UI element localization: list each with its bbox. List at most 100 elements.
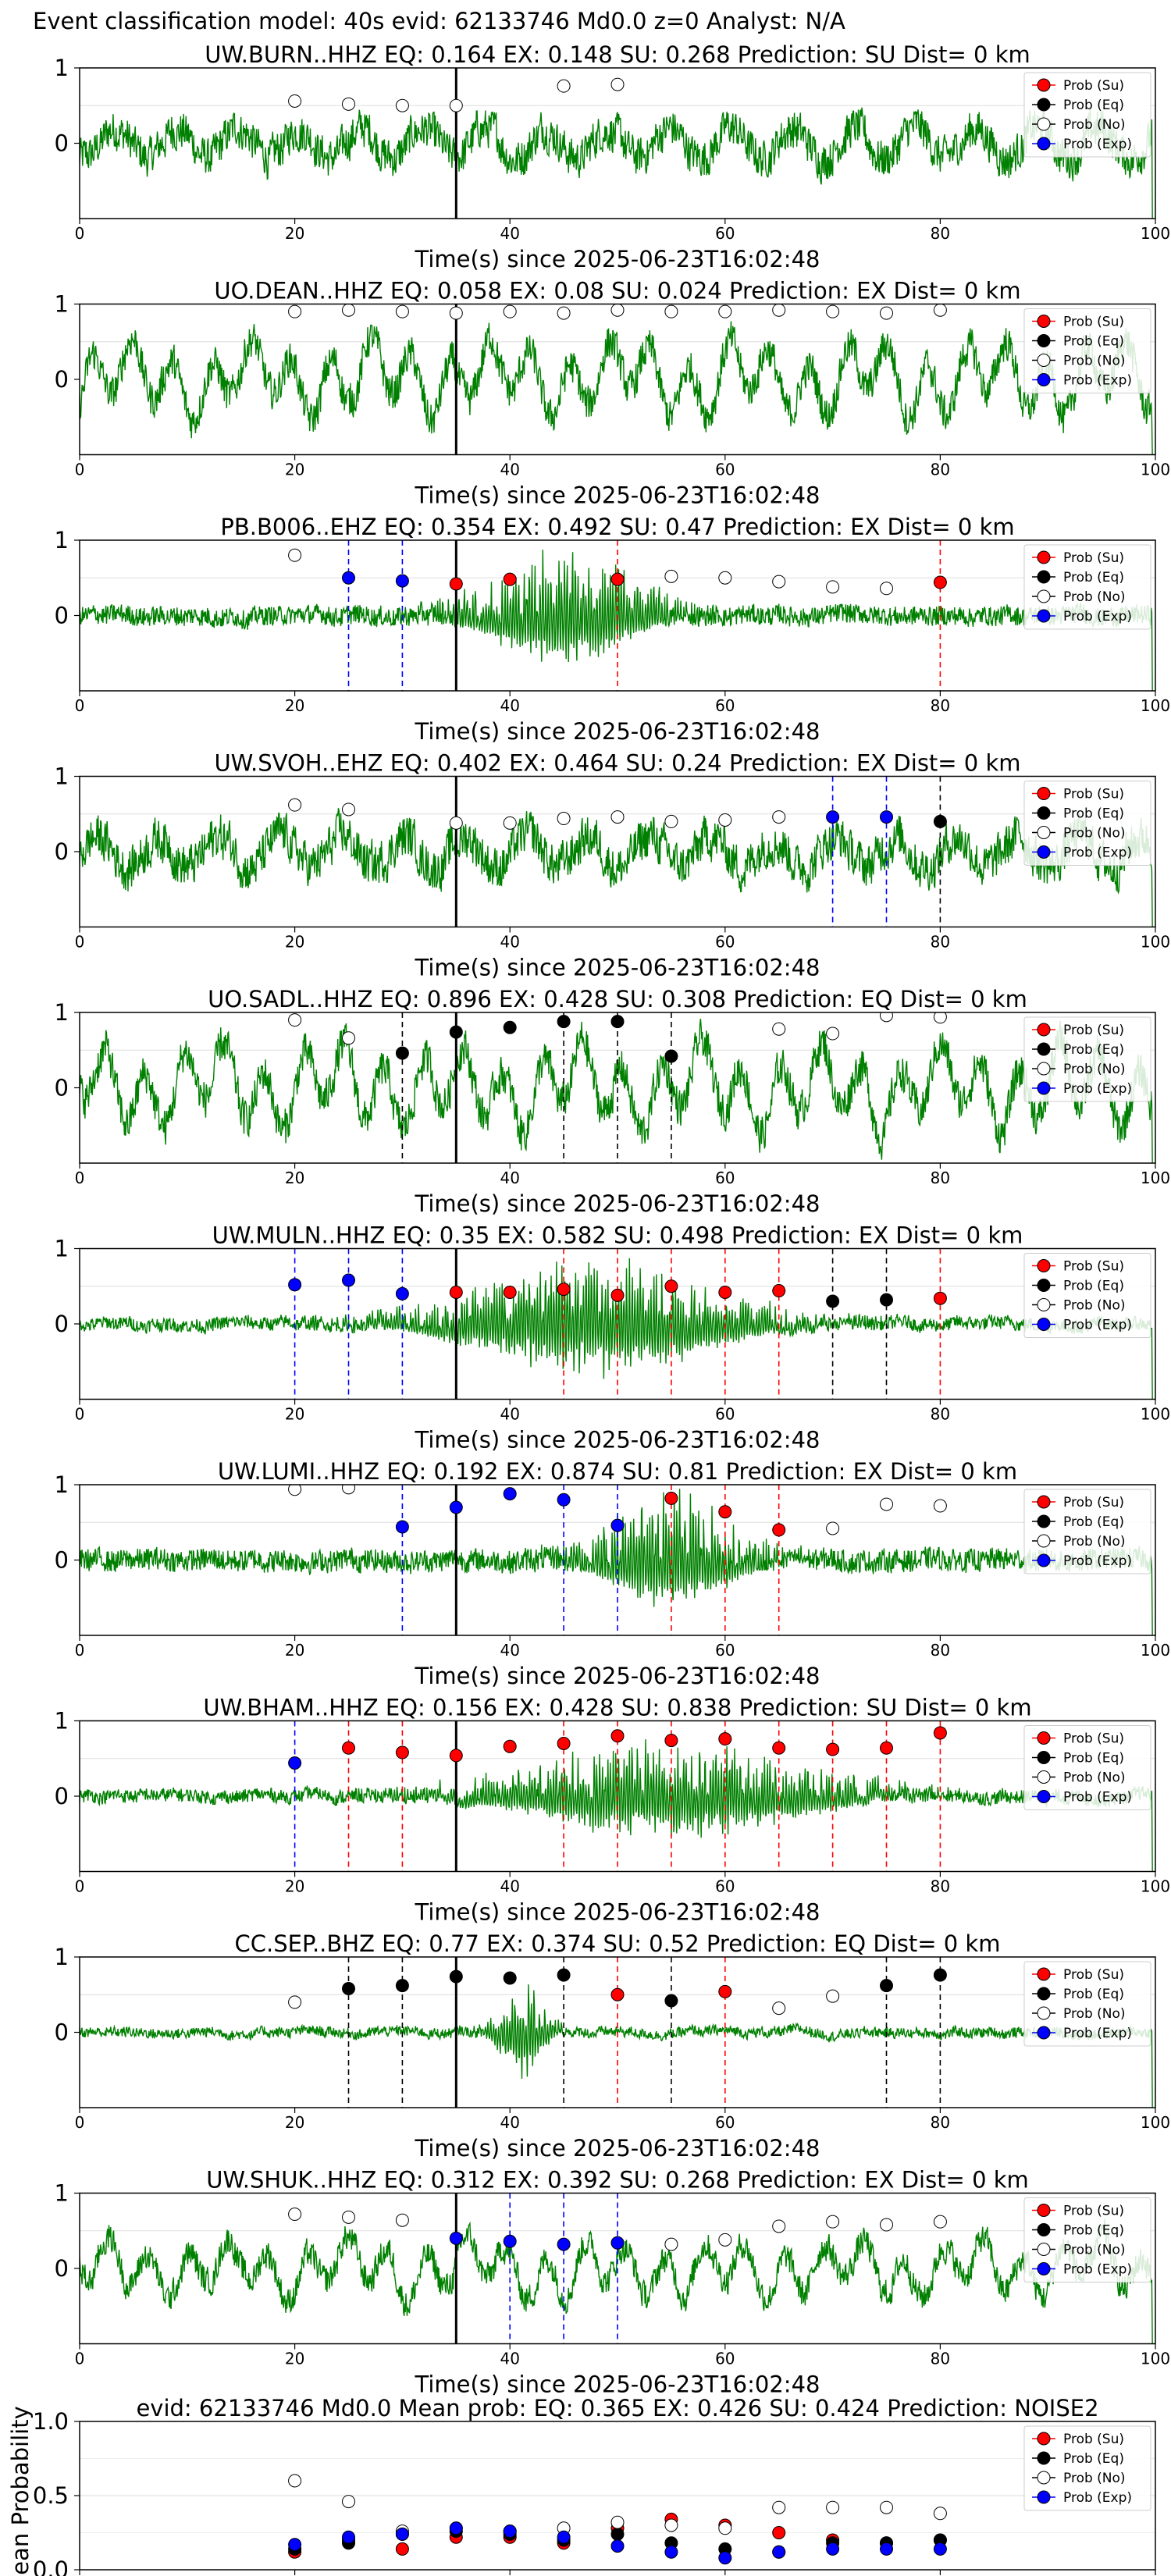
prob-point-su — [342, 1741, 355, 1755]
prob-point-exp — [288, 1756, 302, 1770]
legend-marker — [1037, 1023, 1051, 1037]
station-panel: UW.BURN..HHZ EQ: 0.164 EX: 0.148 SU: 0.2… — [55, 41, 1171, 272]
legend-box — [1023, 1961, 1151, 2047]
y-tick-label: 1.0 — [33, 2408, 69, 2435]
y-tick-label: 0.0 — [33, 2556, 69, 2576]
prob-point-no — [342, 2210, 355, 2224]
prob-point-eq — [664, 1049, 678, 1063]
prob-point-eq — [880, 1293, 893, 1307]
plot-area — [80, 1720, 1155, 1872]
panel-title: evid: 62133746 Md0.0 Mean prob: EQ: 0.36… — [136, 2395, 1098, 2421]
legend-label: Prob (Exp) — [1063, 845, 1132, 861]
x-tick-label: 40 — [500, 224, 519, 243]
x-tick-label: 0 — [75, 696, 85, 715]
legend-label: Prob (No) — [1063, 1770, 1126, 1786]
prob-point-exp — [395, 1520, 409, 1534]
x-tick-label: 80 — [931, 1169, 950, 1187]
y-tick-label: 1 — [55, 1708, 69, 1735]
x-axis-label: Time(s) since 2025-06-23T16:02:48 — [415, 1190, 820, 1217]
x-tick-label: 100 — [1141, 933, 1170, 952]
station-panel: UO.SADL..HHZ EQ: 0.896 EX: 0.428 SU: 0.3… — [55, 986, 1171, 1217]
legend-label: Prob (Su) — [1063, 2204, 1124, 2219]
prob-point-no — [772, 304, 786, 317]
legend-marker — [1037, 2204, 1051, 2217]
legend-label: Prob (Su) — [1063, 315, 1124, 330]
y-tick-label: 0 — [55, 838, 69, 865]
legend-marker — [1037, 2451, 1051, 2465]
prob-point-su — [503, 572, 517, 586]
station-panel: UW.LUMI..HHZ EQ: 0.192 EX: 0.874 SU: 0.8… — [55, 1458, 1171, 1689]
prob-point-no — [610, 77, 625, 91]
legend-marker — [1037, 315, 1051, 328]
prob-point-no — [772, 810, 786, 824]
x-tick-label: 80 — [931, 1405, 950, 1424]
prob-point-no — [557, 812, 571, 826]
prob-point-eq — [664, 1994, 678, 2008]
legend-marker — [1037, 550, 1051, 564]
legend-label: Prob (Su) — [1063, 1495, 1124, 1510]
prob-point-su — [664, 1279, 678, 1293]
legend-marker — [1037, 2026, 1051, 2040]
legend-box — [1023, 781, 1151, 866]
x-tick-label: 60 — [715, 1877, 735, 1896]
prob-point-no — [288, 548, 302, 562]
prob-point-su — [664, 1491, 678, 1505]
legend-marker — [1037, 2006, 1051, 2020]
legend: Prob (Su) Prob (Eq) Prob (No) Prob (Exp) — [1023, 308, 1151, 393]
y-tick-label: 1 — [55, 2180, 69, 2207]
panel-title: UO.DEAN..HHZ EQ: 0.058 EX: 0.08 SU: 0.02… — [214, 278, 1020, 304]
prob-point-no — [342, 97, 355, 111]
prob-point-no — [288, 304, 302, 318]
legend-label: Prob (Eq) — [1063, 1987, 1124, 2002]
x-tick-label: 40 — [500, 1877, 519, 1896]
plot-area — [80, 68, 1155, 219]
prob-point-no — [664, 304, 678, 318]
legend-box — [1023, 1725, 1151, 1810]
prob-point-no — [288, 94, 302, 108]
prob-point-no — [826, 1989, 840, 2003]
panel-title: PB.B006..EHZ EQ: 0.354 EX: 0.492 SU: 0.4… — [220, 514, 1014, 540]
legend-label: Prob (No) — [1063, 1534, 1126, 1550]
mean-point-no — [826, 2500, 840, 2514]
legend-label: Prob (Exp) — [1063, 373, 1132, 389]
prob-point-su — [933, 575, 947, 589]
legend-label: Prob (Eq) — [1063, 2451, 1124, 2467]
prob-point-su — [557, 1283, 571, 1297]
prob-point-no — [880, 582, 893, 596]
prob-point-exp — [395, 574, 409, 588]
legend-marker — [1037, 137, 1051, 151]
legend-marker — [1037, 806, 1051, 820]
prob-point-su — [395, 1745, 409, 1759]
x-tick-label: 60 — [715, 461, 735, 479]
prob-point-no — [826, 304, 840, 318]
prob-point-eq — [503, 1020, 517, 1034]
x-axis-label: Time(s) since 2025-06-23T16:02:48 — [415, 1427, 820, 1453]
waveform-trace — [80, 808, 1153, 927]
prob-point-su — [826, 1742, 840, 1756]
legend-box — [1023, 72, 1151, 158]
prob-point-su — [933, 1726, 947, 1740]
mean-point-no — [880, 2500, 893, 2514]
prob-point-su — [449, 577, 463, 591]
plot-area — [80, 540, 1155, 691]
panel-title: UW.LUMI..HHZ EQ: 0.192 EX: 0.874 SU: 0.8… — [218, 1458, 1017, 1485]
legend-marker — [1037, 1790, 1051, 1803]
figure-title: Event classification model: 40s evid: 62… — [33, 8, 845, 34]
legend-label: Prob (Su) — [1063, 1967, 1124, 1983]
legend-label: Prob (Exp) — [1063, 1553, 1132, 1569]
prob-point-su — [610, 1987, 625, 2001]
y-tick-label: 0 — [55, 2019, 69, 2046]
x-tick-label: 20 — [285, 1877, 304, 1896]
x-tick-label: 80 — [931, 461, 950, 479]
legend-label: Prob (Exp) — [1063, 1790, 1132, 1806]
legend-label: Prob (Eq) — [1063, 1751, 1124, 1767]
y-tick-label: 1 — [55, 1944, 69, 1970]
prob-point-no — [933, 2215, 947, 2229]
mean-point-no — [610, 2515, 625, 2529]
legend-label: Prob (Eq) — [1063, 1042, 1124, 1058]
x-tick-label: 100 — [1141, 1641, 1170, 1660]
x-axis-label: Time(s) since 2025-06-23T16:02:48 — [415, 1663, 820, 1689]
prob-point-su — [772, 1523, 786, 1537]
prob-point-eq — [826, 1294, 840, 1308]
mean-point-exp — [664, 2545, 678, 2559]
